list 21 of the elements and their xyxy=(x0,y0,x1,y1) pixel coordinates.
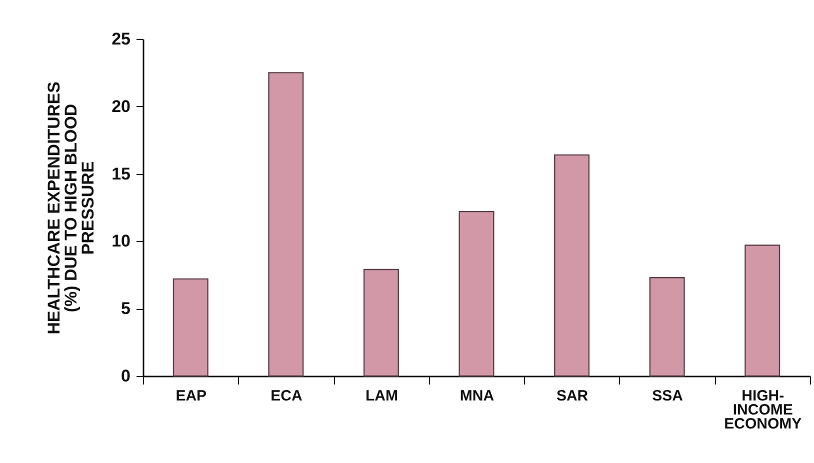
bar xyxy=(363,268,399,377)
x-tick-label: SSA xyxy=(652,388,684,404)
x-tick-label: ECA xyxy=(270,388,302,404)
y-tick-label: 20 xyxy=(112,96,130,116)
bar xyxy=(649,276,685,377)
x-tick-label: MNA xyxy=(460,388,494,404)
y-tick-label: 5 xyxy=(121,299,130,318)
y-tick-label: 0 xyxy=(121,366,130,386)
x-tick-label: HIGH- INCOME ECONOMY xyxy=(724,388,802,432)
bar xyxy=(744,244,780,377)
y-tick-label: 10 xyxy=(112,232,130,251)
bar xyxy=(172,278,208,377)
bar xyxy=(268,72,304,377)
x-tick-label: SAR xyxy=(556,388,588,404)
y-tick-label: 25 xyxy=(112,30,130,48)
y-tick-label: 15 xyxy=(112,164,130,184)
bar xyxy=(458,210,494,377)
x-tick-label: LAM xyxy=(365,388,398,404)
bar xyxy=(554,154,590,377)
y-axis-title: HEALTHCARE EXPENDITURES (%) DUE TO HIGH BLOOD PRESSURE xyxy=(44,82,98,334)
x-tick-label: EAP xyxy=(176,388,207,404)
